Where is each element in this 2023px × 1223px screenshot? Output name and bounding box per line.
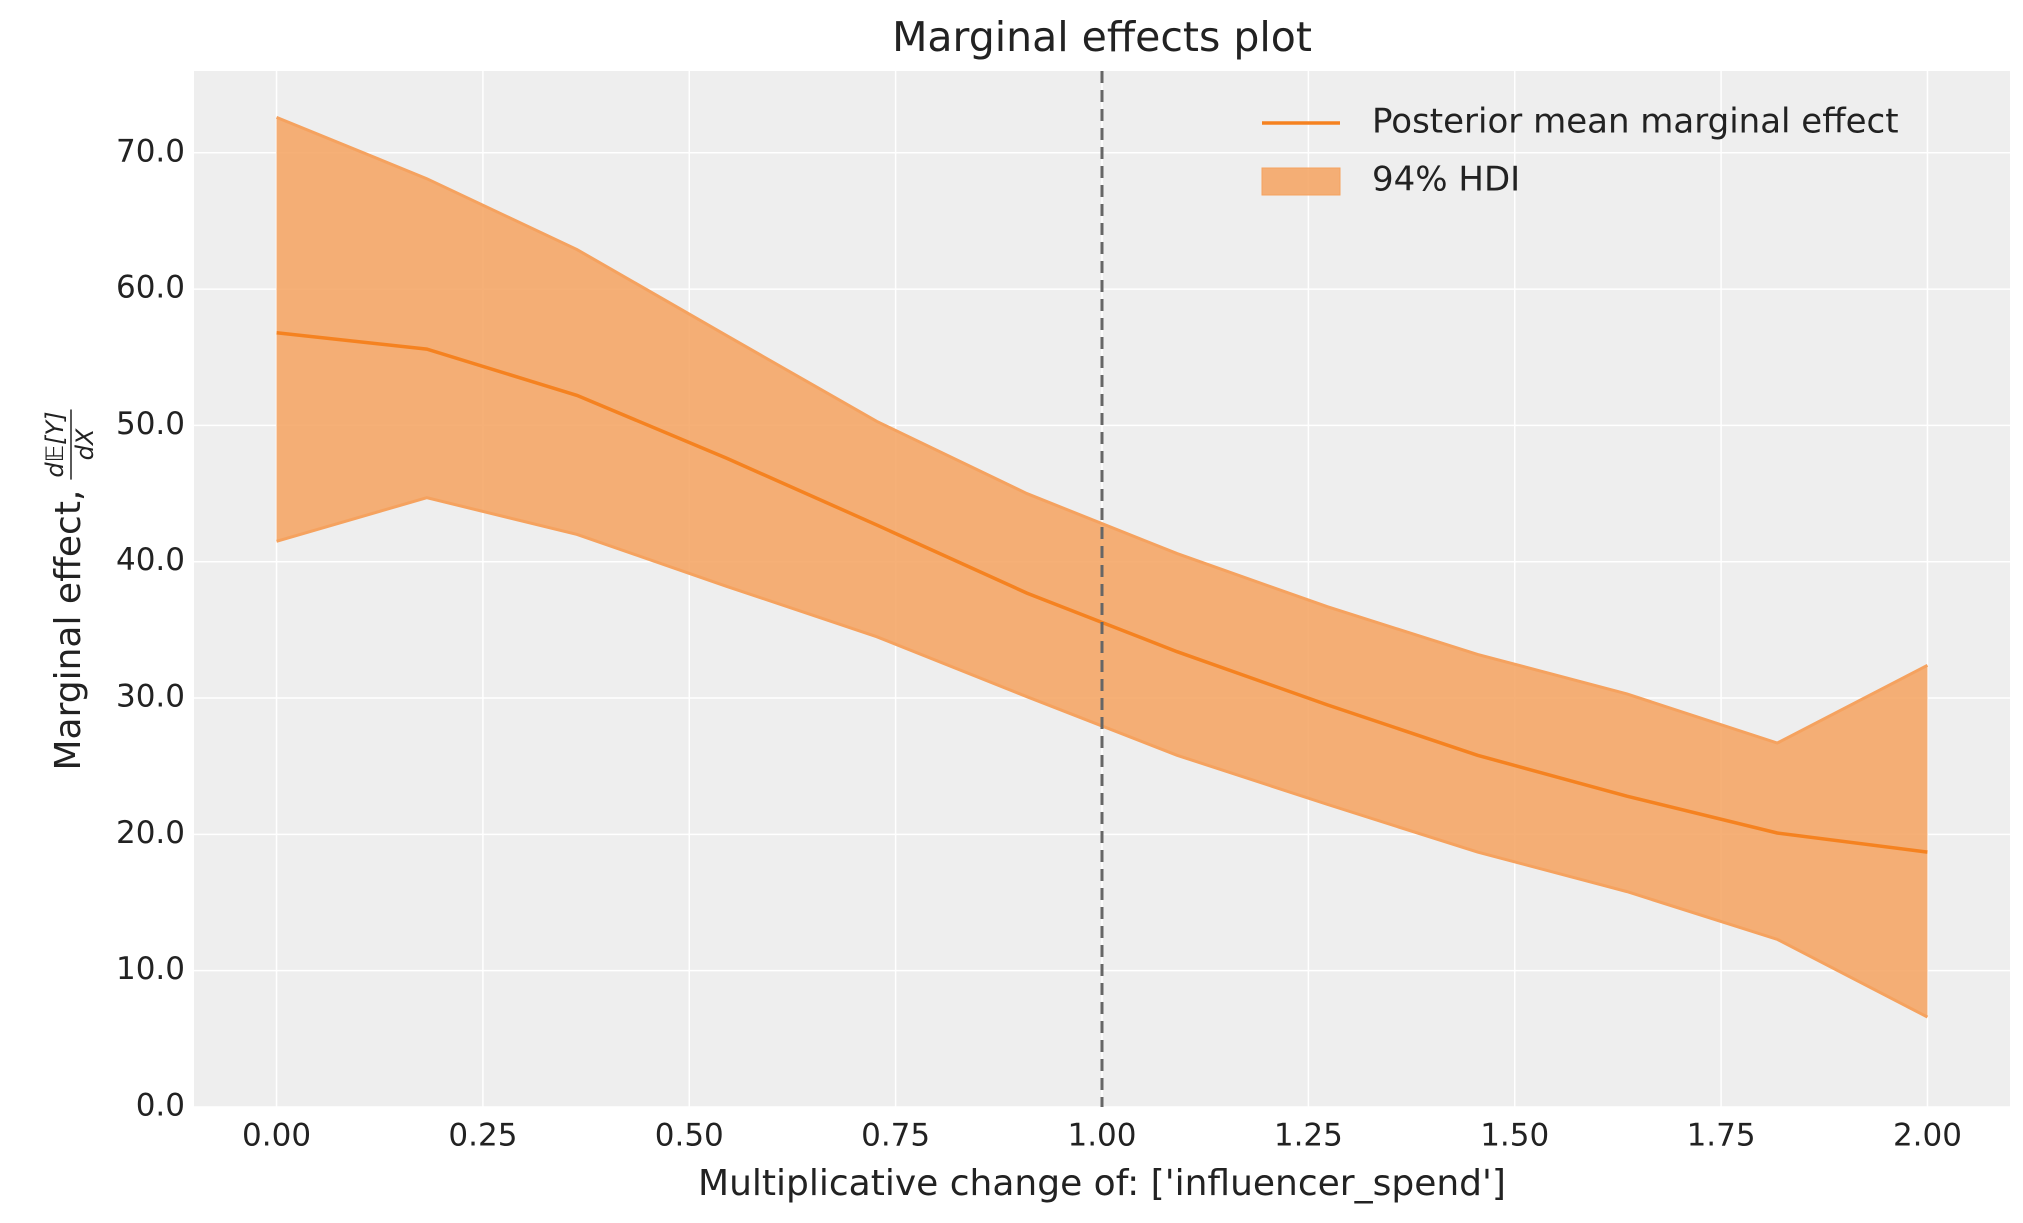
y-tick-label: 50.0 (116, 406, 185, 442)
x-tick-label: 2.00 (1893, 1118, 1962, 1154)
y-label-numerator: d𝔼[Y] (41, 411, 69, 477)
legend-swatch (1261, 167, 1341, 196)
y-tick-label: 60.0 (116, 270, 185, 306)
x-tick-label: 1.75 (1687, 1118, 1756, 1154)
y-tick-label: 40.0 (116, 542, 185, 578)
legend-label: Posterior mean marginal effect (1372, 102, 1899, 142)
y-axis-label: Marginal effect, d𝔼[Y] dX (41, 409, 99, 771)
x-tick-label: 0.75 (861, 1118, 930, 1154)
x-tick-label: 0.50 (655, 1118, 724, 1154)
y-tick-label: 0.0 (136, 1088, 185, 1124)
x-axis-label: Multiplicative change of: ['influencer_s… (698, 1163, 1506, 1204)
hdi-edge (275, 115, 1929, 745)
x-tick-label: 1.00 (1067, 1118, 1136, 1154)
x-tick-label: 1.25 (1274, 1118, 1343, 1154)
x-tick-label: 1.50 (1480, 1118, 1549, 1154)
y-tick-label: 20.0 (116, 815, 185, 851)
y-label-denominator: dX (71, 428, 99, 460)
y-axis-label-text: Marginal effect, (48, 490, 89, 771)
x-tick-label: 0.25 (448, 1118, 517, 1154)
x-tick-label: 0.00 (242, 1118, 311, 1154)
y-tick-label: 30.0 (116, 679, 185, 715)
y-tick-label: 70.0 (116, 133, 185, 169)
legend-label: 94% HDI (1372, 160, 1520, 200)
chart-title: Marginal effects plot (892, 13, 1312, 61)
y-tick-label: 10.0 (116, 951, 185, 987)
